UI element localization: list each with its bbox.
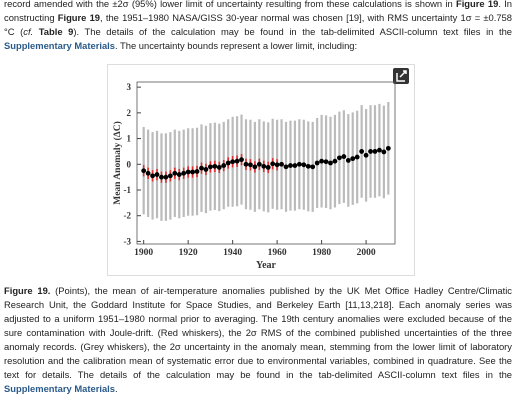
x-tick-label: 2000 (357, 248, 376, 258)
data-point (163, 174, 169, 180)
link[interactable]: Supplementary Materials (4, 40, 115, 51)
data-point (261, 163, 267, 169)
data-point (252, 164, 258, 170)
data-point (341, 154, 347, 159)
data-point (381, 149, 387, 155)
text-segment: . The uncertainty bounds represent a low… (114, 40, 358, 51)
x-tick-label: 1980 (312, 248, 331, 258)
link[interactable]: Supplementary Materials (4, 383, 115, 394)
x-tick-label: 1920 (179, 248, 198, 258)
text-segment: cf. (23, 26, 34, 37)
data-point (243, 161, 249, 167)
text-segment: Table 9 (38, 26, 74, 37)
data-point (345, 158, 351, 163)
data-point (185, 169, 191, 175)
data-point (265, 164, 271, 170)
text-segment: Figure 19. (4, 285, 51, 296)
data-point (225, 160, 231, 166)
y-tick-label: -1 (124, 185, 132, 195)
data-point (368, 149, 373, 154)
data-point (310, 164, 316, 170)
y-tick-label: 0 (127, 159, 132, 169)
text-segment: (Points), the mean of air-temperature an… (4, 285, 512, 380)
data-point (176, 172, 182, 177)
data-point (190, 169, 196, 175)
text-segment: , the 1951–1980 NASA/GISS 30-year normal… (4, 12, 512, 37)
data-point (167, 173, 173, 179)
data-point (181, 170, 187, 176)
y-tick-label: 2 (127, 108, 132, 118)
data-point (194, 169, 200, 174)
text-segment: Figure 19 (57, 12, 101, 23)
text-segment: record amended with the ±2σ (95%) lower … (4, 0, 456, 9)
plot-frame (136, 81, 396, 245)
text-segment: ). The details of the calculation may be… (73, 26, 512, 37)
body-paragraph: record amended with the ±2σ (95%) lower … (4, 0, 512, 53)
data-point (150, 173, 155, 179)
data-point (323, 159, 329, 165)
expand-button[interactable] (393, 68, 409, 84)
text-segment: . (114, 383, 118, 394)
data-point (172, 170, 178, 176)
expand-icon[interactable] (396, 70, 407, 82)
text-segment: Figure 19 (455, 0, 499, 9)
data-point (363, 152, 369, 158)
data-point (296, 161, 302, 167)
y-tick-label: 3 (127, 82, 132, 92)
data-point (288, 163, 293, 168)
data-point (239, 157, 244, 163)
data-point (159, 174, 164, 180)
data-point (319, 158, 325, 164)
data-point (248, 162, 253, 168)
data-point (141, 168, 147, 174)
data-point (359, 149, 365, 154)
y-axis-label: Mean Anomaly (ΔC) (112, 121, 123, 205)
data-point (230, 159, 236, 165)
data-point (234, 158, 240, 164)
figure-caption: Figure 19. (Points), the mean of air-tem… (4, 284, 512, 396)
x-tick-label: 1900 (134, 248, 153, 258)
data-point (292, 163, 298, 168)
y-tick-label: -3 (124, 236, 132, 246)
data-point (283, 164, 289, 170)
data-point (328, 160, 333, 166)
data-point (154, 172, 160, 177)
data-point (279, 161, 284, 167)
data-point (256, 161, 262, 167)
data-point (305, 163, 311, 169)
data-point (332, 158, 338, 164)
data-point (199, 165, 204, 171)
data-point (221, 163, 227, 168)
figure: -3 -2 -1 0 1 2 3 1900 1920 1940 1960 1980 2000 Year Me… (107, 64, 415, 276)
data-point (336, 155, 342, 161)
y-tick-label: 1 (127, 134, 132, 144)
x-axis-label: Year (256, 260, 277, 271)
x-tick-label: 1960 (268, 248, 287, 258)
y-tick-label: -2 (124, 211, 132, 221)
data-point (350, 156, 356, 162)
data-point (385, 145, 391, 151)
data-point (372, 149, 378, 154)
data-point (301, 162, 307, 168)
figure-frame (107, 64, 415, 276)
x-tick-label: 1940 (223, 248, 242, 258)
data-point (207, 164, 213, 170)
data-point (212, 163, 218, 169)
data-point (274, 162, 280, 168)
data-point (314, 160, 320, 166)
data-point (377, 147, 382, 153)
data-point (270, 161, 276, 167)
data-point (203, 167, 209, 172)
data-point (354, 154, 360, 160)
data-point (216, 164, 222, 170)
text-segment: . In constructing (4, 0, 512, 23)
data-point (145, 170, 151, 176)
